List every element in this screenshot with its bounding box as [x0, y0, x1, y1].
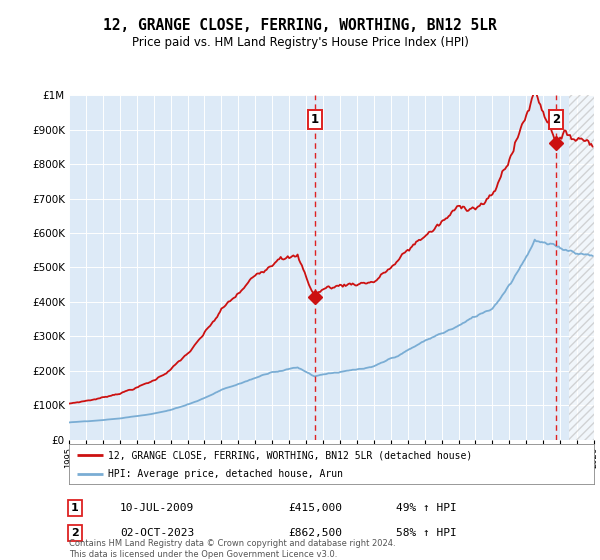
Text: 12, GRANGE CLOSE, FERRING, WORTHING, BN12 5LR: 12, GRANGE CLOSE, FERRING, WORTHING, BN1… [103, 18, 497, 34]
Text: 58% ↑ HPI: 58% ↑ HPI [396, 528, 457, 538]
Text: 2: 2 [71, 528, 79, 538]
Text: Contains HM Land Registry data © Crown copyright and database right 2024.
This d: Contains HM Land Registry data © Crown c… [69, 539, 395, 559]
Text: 1: 1 [311, 113, 319, 126]
Text: Price paid vs. HM Land Registry's House Price Index (HPI): Price paid vs. HM Land Registry's House … [131, 36, 469, 49]
Text: £862,500: £862,500 [288, 528, 342, 538]
Text: 1: 1 [71, 503, 79, 513]
Text: 2: 2 [552, 113, 560, 126]
Text: HPI: Average price, detached house, Arun: HPI: Average price, detached house, Arun [109, 469, 343, 479]
Text: 12, GRANGE CLOSE, FERRING, WORTHING, BN12 5LR (detached house): 12, GRANGE CLOSE, FERRING, WORTHING, BN1… [109, 450, 473, 460]
Text: 02-OCT-2023: 02-OCT-2023 [120, 528, 194, 538]
Text: £415,000: £415,000 [288, 503, 342, 513]
Text: 49% ↑ HPI: 49% ↑ HPI [396, 503, 457, 513]
Text: 10-JUL-2009: 10-JUL-2009 [120, 503, 194, 513]
